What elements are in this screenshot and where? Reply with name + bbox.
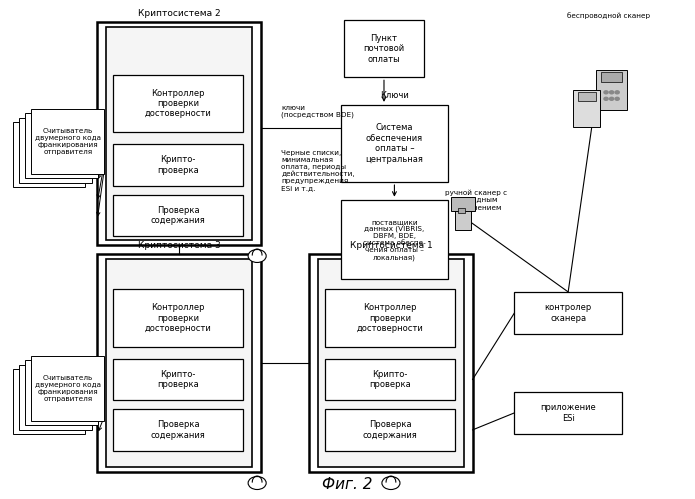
Bar	[13, 122, 85, 187]
Bar	[113, 75, 243, 132]
Bar	[19, 118, 92, 183]
Bar	[106, 259, 252, 467]
Circle shape	[610, 97, 614, 100]
Bar	[19, 365, 92, 430]
Text: ручной сканер с
проводным
соединением: ручной сканер с проводным соединением	[445, 190, 507, 210]
Bar	[113, 409, 243, 451]
Bar	[318, 259, 464, 467]
Text: Считыватель
двумерного кода
франкирования
отправителя: Считыватель двумерного кода франкировани…	[35, 375, 101, 402]
Text: Криптосистема 1: Криптосистема 1	[350, 242, 432, 250]
Circle shape	[615, 91, 619, 94]
Bar	[113, 359, 243, 400]
Text: Ключи: Ключи	[380, 91, 409, 100]
Text: Фиг. 2: Фиг. 2	[322, 477, 373, 492]
Circle shape	[604, 91, 608, 94]
Bar	[451, 197, 475, 211]
Circle shape	[610, 91, 614, 94]
Bar	[458, 208, 465, 213]
Bar	[25, 360, 98, 425]
Bar	[13, 369, 85, 434]
Circle shape	[248, 250, 266, 262]
Bar	[325, 359, 455, 400]
Bar	[341, 200, 448, 279]
Bar	[596, 70, 627, 110]
Bar	[514, 292, 622, 334]
Bar	[31, 109, 104, 174]
Circle shape	[248, 477, 266, 490]
Bar	[325, 289, 455, 347]
Text: Черные списки,
минимальная
оплата, периоды
действительности,
предупреждения
ESi : Черные списки, минимальная оплата, перио…	[281, 150, 355, 191]
Text: Криптосистема 3: Криптосистема 3	[138, 242, 220, 250]
Text: Крипто-
проверка: Крипто- проверка	[157, 155, 199, 175]
Text: ключи
(посредством BDE): ключи (посредством BDE)	[281, 105, 354, 118]
Bar	[97, 254, 261, 472]
Circle shape	[382, 477, 400, 490]
Bar	[573, 90, 600, 127]
Circle shape	[604, 97, 608, 100]
Text: Крипто-
проверка: Крипто- проверка	[157, 370, 199, 389]
Text: Крипто-
проверка: Крипто- проверка	[369, 370, 411, 389]
Text: Криптосистема 2: Криптосистема 2	[138, 9, 220, 18]
Text: Проверка
содержания: Проверка содержания	[151, 206, 206, 225]
Text: Считыватель
двумерного кода
франкирования
отправителя: Считыватель двумерного кода франкировани…	[35, 128, 101, 155]
Bar	[106, 27, 252, 240]
Text: Контроллер
проверки
достоверности: Контроллер проверки достоверности	[357, 303, 424, 333]
Text: Система
обеспечения
оплаты –
центральная: Система обеспечения оплаты – центральная	[366, 123, 423, 164]
Bar	[113, 289, 243, 347]
Bar	[309, 254, 473, 472]
Text: Проверка
содержания: Проверка содержания	[151, 420, 206, 440]
Text: контролер
сканера: контролер сканера	[545, 303, 591, 323]
Bar	[578, 92, 596, 101]
Text: Пункт
почтовой
оплаты: Пункт почтовой оплаты	[363, 34, 404, 63]
Bar	[113, 195, 243, 236]
Bar	[25, 113, 98, 178]
Bar	[514, 392, 622, 434]
Bar	[601, 72, 622, 82]
Bar	[97, 22, 261, 245]
Bar	[113, 144, 243, 186]
Bar	[344, 20, 424, 77]
Bar	[325, 409, 455, 451]
Bar	[31, 356, 104, 421]
Circle shape	[615, 97, 619, 100]
Text: приложение
ESi: приложение ESi	[540, 403, 596, 423]
Text: Контроллер
проверки
достоверности: Контроллер проверки достоверности	[145, 89, 212, 118]
Bar	[455, 210, 471, 230]
Text: беспроводной сканер: беспроводной сканер	[566, 12, 650, 19]
Bar	[341, 105, 448, 182]
Text: Проверка
содержания: Проверка содержания	[363, 420, 418, 440]
Text: поставщики
данных (VIBRIS,
DBFM, BDE,
система обеспе-
чения оплаты –
локальная): поставщики данных (VIBRIS, DBFM, BDE, си…	[363, 219, 426, 260]
Text: Контроллер
проверки
достоверности: Контроллер проверки достоверности	[145, 303, 212, 333]
